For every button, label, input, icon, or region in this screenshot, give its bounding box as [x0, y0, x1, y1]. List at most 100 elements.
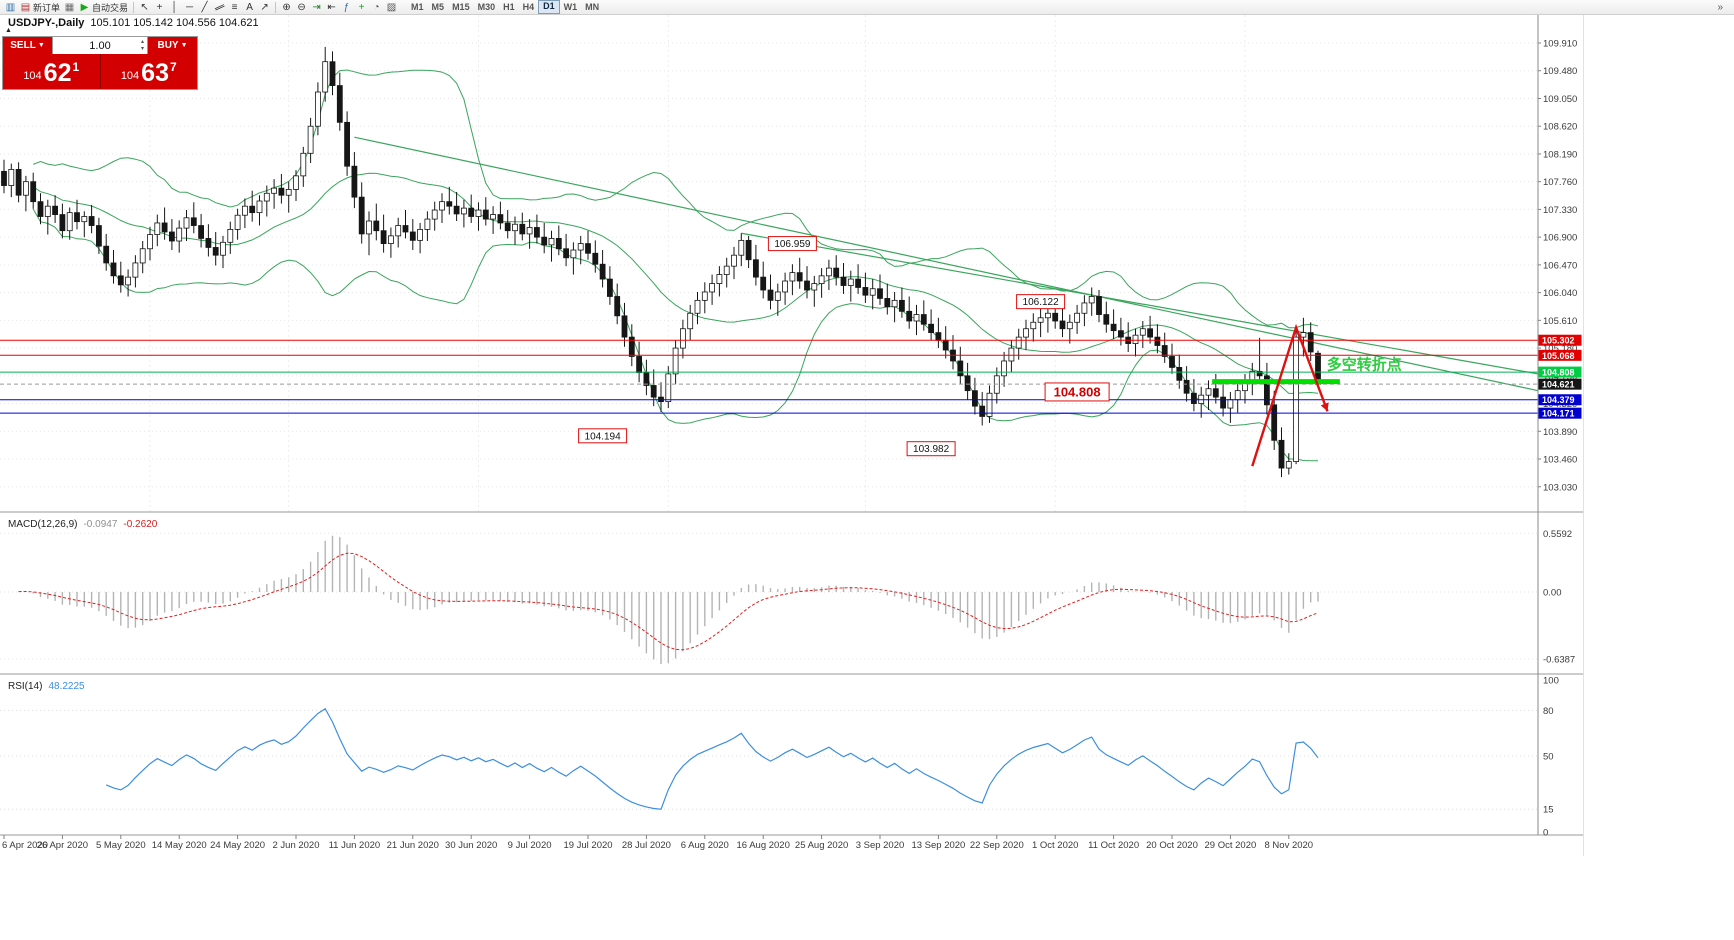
timeframe-m30[interactable]: M30 — [477, 2, 496, 12]
price-annotation-label[interactable]: 104.808 — [1044, 382, 1110, 402]
horizontal-line-icon[interactable]: ─ — [182, 1, 197, 14]
svg-text:104.808: 104.808 — [1054, 384, 1101, 399]
autotrading-toggle[interactable]: ▶ 自动交易 — [77, 1, 130, 14]
price-axis-tick: 109.050 — [1543, 94, 1577, 105]
buy-button[interactable]: BUY ▼ — [148, 37, 197, 54]
zoom-in-icon[interactable]: ⊕ — [279, 1, 294, 14]
timeframe-d1[interactable]: D1 — [538, 0, 560, 14]
date-axis-label: 30 Jun 2020 — [445, 840, 497, 851]
date-axis-label: 2 Jun 2020 — [272, 840, 319, 851]
lot-decrease-button[interactable]: ▾ — [140, 45, 144, 52]
new-order-button-icon: ▤ — [20, 1, 31, 13]
channel-icon: ∥ — [213, 2, 226, 12]
timeframe-h4[interactable]: H4 — [522, 2, 535, 12]
timeframe-mn[interactable]: MN — [585, 2, 600, 12]
svg-text:105.068: 105.068 — [1542, 351, 1575, 361]
arrows-icon[interactable]: ↗ — [257, 1, 272, 14]
rsi-line — [105, 707, 1319, 810]
trendline-icon[interactable]: ╱ — [197, 1, 212, 14]
symbol-ohlc-values: 105.101 105.142 104.556 104.621 — [90, 17, 259, 29]
svg-text:104.808: 104.808 — [1542, 368, 1575, 378]
add-indicator-icon[interactable]: + — [354, 1, 369, 14]
reversal-arrow[interactable] — [1251, 323, 1329, 467]
price-axis-tick: 107.760 — [1543, 177, 1577, 188]
date-axis-label: 6 Apr 2020 — [2, 840, 48, 851]
price-axis-tick: 109.910 — [1543, 39, 1577, 50]
timeframe-m1[interactable]: M1 — [411, 2, 424, 12]
chart-window: 109.910 109.480 109.050 108.620 108.190 107.7… — [0, 15, 1584, 856]
macd-indicator-title: MACD(12,26,9) -0.0947 -0.2620 — [8, 519, 157, 530]
sell-price-button[interactable]: 104 62 1 — [3, 54, 100, 89]
price-axis-tick: 106.900 — [1543, 233, 1577, 244]
macd-histogram — [17, 535, 1319, 665]
new-chart-icon[interactable]: ▥ — [3, 1, 18, 14]
trendlines-layer — [354, 136, 1539, 392]
date-axis-label: 9 Jul 2020 — [508, 840, 552, 851]
toolbar-overflow-icon[interactable]: » — [1717, 1, 1723, 13]
channel-icon[interactable]: ∥ — [212, 1, 227, 14]
cursor-icon[interactable]: ↖ — [137, 1, 152, 14]
new-order-button-label: 新订单 — [33, 2, 61, 13]
reversal-arrowhead — [1320, 402, 1329, 412]
buy-price-prefix: 104 — [120, 70, 140, 82]
templates-icon[interactable]: ▨ — [384, 1, 399, 14]
sell-button[interactable]: SELL ▼ — [3, 37, 52, 54]
timeframe-m5[interactable]: M5 — [431, 2, 445, 12]
price-annotation-label[interactable]: 104.194 — [578, 428, 628, 444]
date-axis-label: 14 May 2020 — [152, 840, 207, 851]
quote-panel-collapse-icon[interactable]: ▲ — [5, 27, 12, 34]
auto-scroll-icon: ⇥ — [312, 1, 321, 13]
price-axis-tick: 105.610 — [1543, 316, 1577, 327]
indicators-icon[interactable]: ƒ — [339, 1, 354, 14]
sell-dropdown-icon: ▼ — [37, 42, 45, 49]
timeframe-h1[interactable]: H1 — [503, 2, 515, 12]
date-axis-label: 24 May 2020 — [210, 840, 265, 851]
macd-axis-tick: -0.6387 — [1543, 655, 1575, 666]
date-axis-label: 28 Jul 2020 — [622, 840, 671, 851]
toolbar-separator — [275, 1, 277, 13]
chart-shift-icon[interactable]: ⇤ — [324, 1, 339, 14]
crosshair-icon[interactable]: + — [152, 1, 167, 14]
date-axis-label: 11 Jun 2020 — [329, 840, 381, 851]
level-price-tag: 105.302 — [1538, 334, 1582, 346]
fibonacci-icon[interactable]: ≡ — [227, 1, 242, 14]
price-annotation-label[interactable]: 106.122 — [1016, 294, 1066, 310]
chart-canvas[interactable]: 109.910 109.480 109.050 108.620 108.190 107.7… — [0, 15, 1583, 856]
date-axis-label: 19 Jul 2020 — [563, 840, 612, 851]
timeframe-m15[interactable]: M15 — [452, 2, 470, 12]
macd-signal-value: -0.2620 — [123, 519, 158, 530]
price-axis-tick: 107.330 — [1543, 205, 1577, 216]
new-order-button[interactable]: ▤ 新订单 — [18, 1, 62, 14]
vertical-line-icon[interactable]: │ — [167, 1, 182, 14]
chart-profiles-icon[interactable]: ▦ — [62, 1, 77, 14]
chart-shift-icon: ⇤ — [327, 1, 336, 13]
rsi-indicator-title: RSI(14) 48.2225 — [8, 681, 85, 692]
price-annotation-label[interactable]: 103.982 — [906, 441, 956, 457]
lot-size-input[interactable]: 1.00 ▴ ▾ — [52, 37, 148, 54]
trendline-icon: ╱ — [201, 1, 208, 13]
date-axis-label: 25 Aug 2020 — [795, 840, 848, 851]
lot-size-value: 1.00 — [89, 39, 111, 52]
price-axis-tick: 108.190 — [1543, 149, 1577, 160]
level-price-tag: 105.068 — [1538, 349, 1582, 361]
sell-label: SELL — [10, 40, 36, 51]
lot-increase-button[interactable]: ▴ — [140, 38, 144, 45]
periods-icon[interactable]: ◔ — [369, 1, 384, 14]
text-icon[interactable]: A — [242, 1, 257, 14]
svg-text:103.982: 103.982 — [913, 444, 950, 455]
level-price-tag: 104.808 — [1538, 366, 1582, 378]
rsi-axis-tick: 0 — [1543, 828, 1548, 839]
timeframe-w1[interactable]: W1 — [563, 2, 578, 12]
pivot-zone-label[interactable]: 多空转折点 — [1327, 355, 1402, 373]
price-annotation-label[interactable]: 106.959 — [767, 236, 817, 252]
date-axis-label: 5 May 2020 — [96, 840, 146, 851]
price-axis-tick: 108.620 — [1543, 122, 1577, 133]
auto-scroll-icon[interactable]: ⇥ — [309, 1, 324, 14]
zoom-out-icon[interactable]: ⊖ — [294, 1, 309, 14]
svg-text:104.194: 104.194 — [585, 431, 622, 442]
timeframe-toolbar: M1 M5 M15 M30 H1 H4 D1 W1 MN — [407, 0, 603, 14]
date-axis-label: 11 Oct 2020 — [1088, 840, 1139, 851]
chart-profiles-icon: ▦ — [64, 1, 75, 13]
buy-price-button[interactable]: 104 63 7 — [101, 54, 198, 89]
